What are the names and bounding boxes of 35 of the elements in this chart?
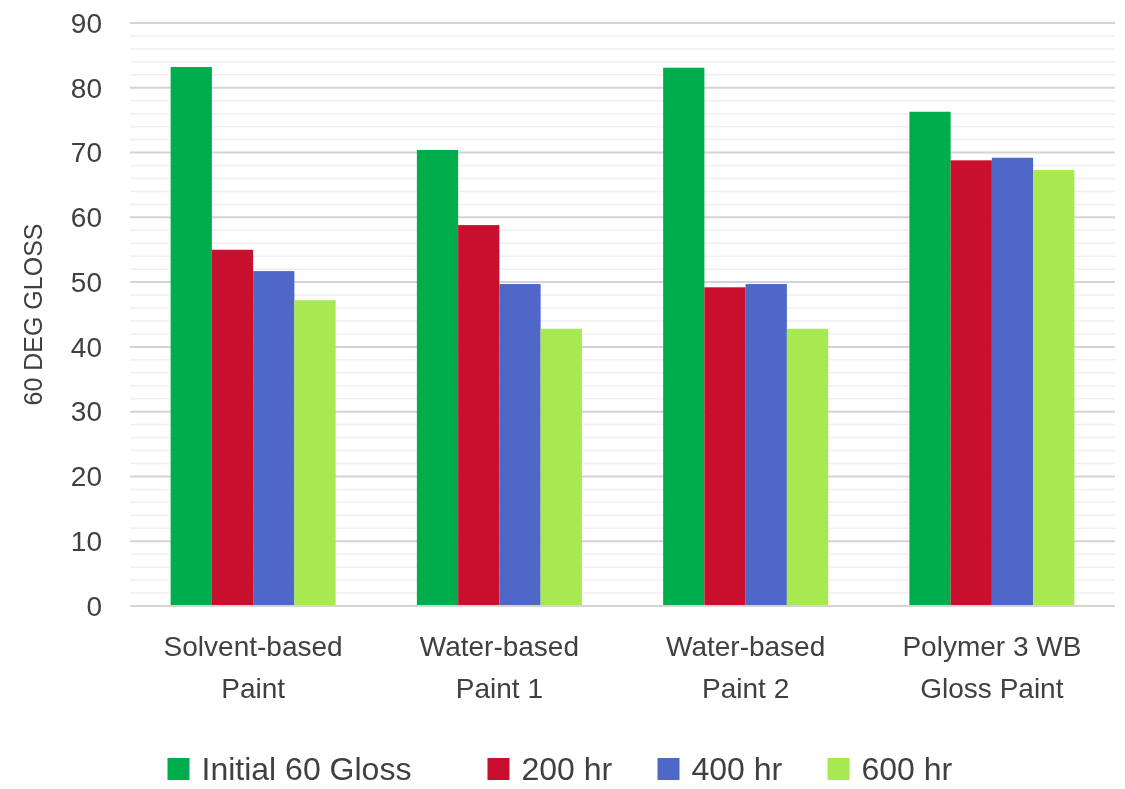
legend-label: Initial 60 Gloss: [201, 751, 412, 788]
y-tick-label: 40: [70, 331, 102, 363]
x-tick-label: Water-based Paint 2: [666, 631, 826, 704]
bar: [458, 225, 500, 606]
bar: [540, 328, 582, 606]
y-tick-label: 30: [70, 396, 102, 428]
bar: [950, 160, 992, 606]
bar: [294, 300, 336, 606]
y-tick-label: 60: [70, 202, 102, 234]
bar: [909, 111, 951, 606]
bar: [416, 149, 459, 606]
y-tick-label: 90: [70, 7, 102, 39]
y-tick-label: 50: [70, 266, 102, 298]
legend-label: 600 hr: [861, 751, 953, 788]
y-tick-label: 70: [70, 137, 102, 169]
legend-label: 200 hr: [521, 751, 613, 788]
y-tick-label: 10: [70, 526, 102, 558]
y-tick-label: 80: [70, 72, 102, 104]
bar: [170, 67, 212, 606]
bar: [745, 284, 787, 606]
bar: [704, 287, 746, 606]
bar: [211, 249, 254, 606]
y-tick-label: 0: [86, 590, 102, 622]
legend-label: 400 hr: [691, 751, 783, 788]
bar: [991, 157, 1034, 606]
bar: [499, 284, 541, 606]
bar: [786, 328, 829, 606]
y-axis-title: 60 DEG GLOSS: [19, 223, 47, 406]
bar: [663, 67, 705, 606]
x-tick-label: Polymer 3 WB Gloss Paint: [902, 631, 1082, 704]
x-tick-label: Water-based Paint 1: [419, 631, 579, 704]
bar: [1033, 170, 1075, 606]
bar: [253, 271, 295, 606]
y-tick-label: 20: [70, 461, 102, 493]
x-tick-label: Solvent-based Paint: [163, 631, 343, 704]
